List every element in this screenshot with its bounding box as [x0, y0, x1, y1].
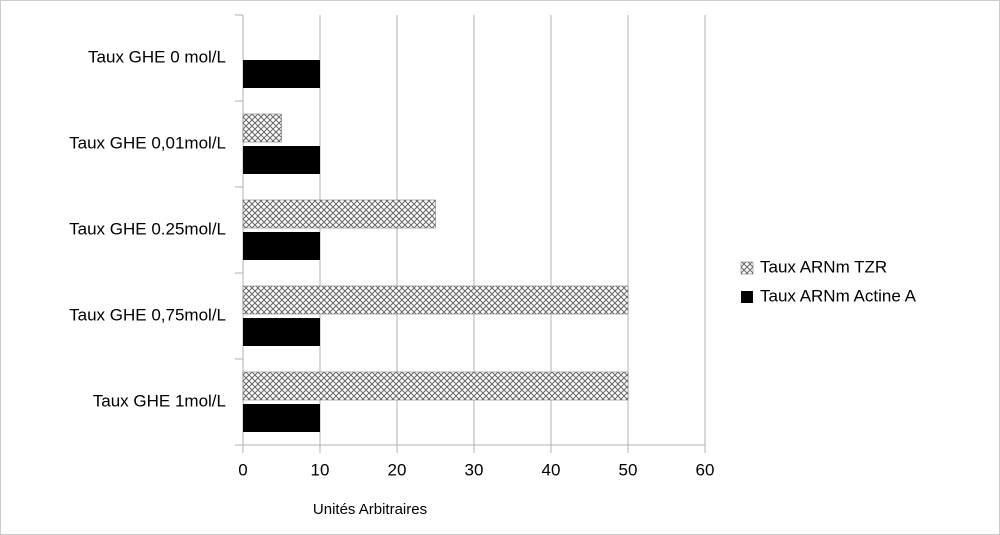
x-axis-title: Unités Arbitraires: [313, 501, 427, 518]
x-tick-label: 30: [465, 460, 484, 479]
bar: [242, 113, 282, 143]
bar: [242, 371, 629, 401]
y-tick-label: Taux GHE 0 mol/L: [88, 47, 226, 66]
bar: [243, 146, 320, 174]
legend-label: Taux ARNm Actine A: [760, 286, 917, 305]
x-tick-label: 60: [696, 460, 715, 479]
x-tick-label: 20: [388, 460, 407, 479]
x-tick-label: 40: [542, 460, 561, 479]
legend-label: Taux ARNm TZR: [760, 257, 887, 276]
bar: [243, 232, 320, 260]
legend-marker: [740, 261, 754, 275]
bar: [243, 404, 320, 432]
x-tick-label: 50: [619, 460, 638, 479]
legend-marker: [741, 291, 753, 303]
y-tick-label: Taux GHE 0.25mol/L: [69, 219, 226, 238]
bar: [242, 285, 629, 315]
x-tick-label: 0: [238, 460, 247, 479]
bar: [243, 318, 320, 346]
y-tick-label: Taux GHE 0,01mol/L: [69, 133, 226, 152]
y-tick-label: Taux GHE 1mol/L: [93, 391, 226, 410]
bar: [242, 199, 436, 229]
x-tick-label: 10: [311, 460, 330, 479]
y-tick-label: Taux GHE 0,75mol/L: [69, 305, 226, 324]
bar: [243, 60, 320, 88]
